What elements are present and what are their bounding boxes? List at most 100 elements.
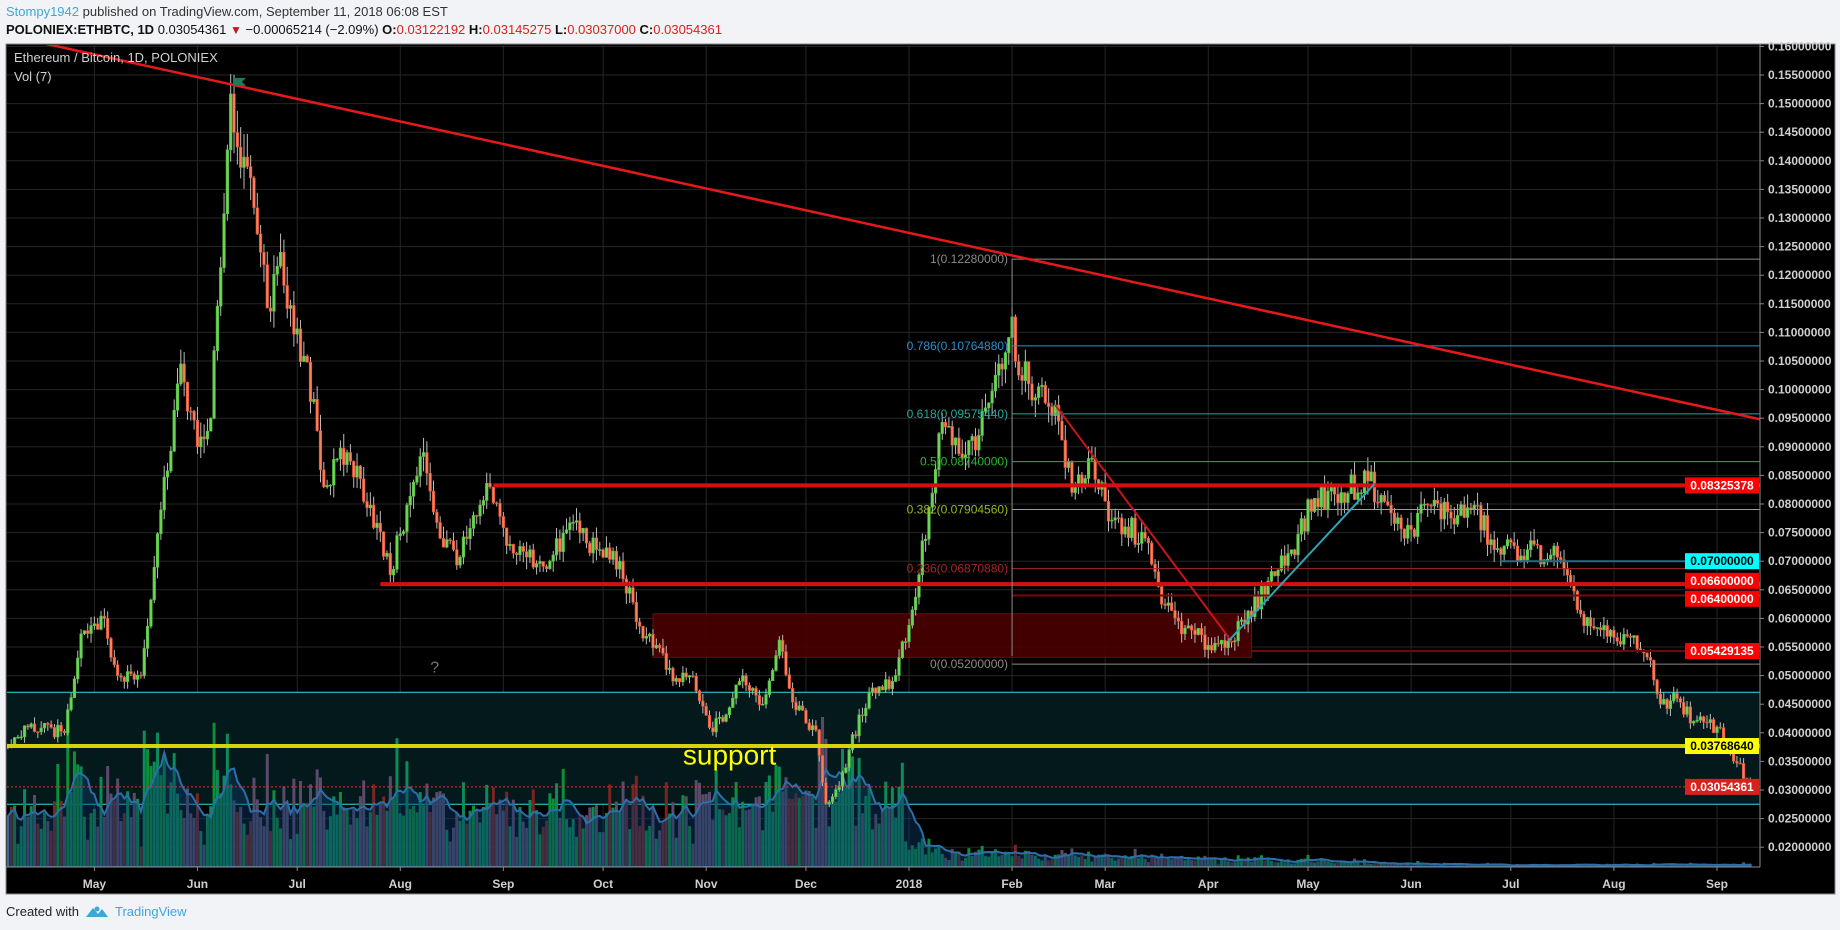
candle-up [834,789,838,797]
price-tick-label: 0.15500000 [1768,68,1832,82]
candle-down [1336,493,1340,504]
candle-up [355,465,359,478]
volume-bar [1389,862,1393,867]
high-label: H: [468,22,483,37]
volume-bar [1499,864,1503,867]
volume-bar [46,821,50,867]
plot-area[interactable]: 1(0.12280000) 0.786(0.10764880) 0.618(0.09… [0,35,1760,867]
candle-down [1592,625,1596,629]
candle-up [392,569,396,576]
candle-down [754,688,758,696]
price-tick-label: 0.11000000 [1768,325,1831,339]
volume-bar [1382,863,1386,867]
candle-up [840,772,845,787]
candle-up [1466,507,1470,518]
volume-bar [162,754,166,867]
volume-bar [415,812,419,867]
candle-up [92,623,96,626]
volume-bar [412,805,416,867]
price-axis[interactable]: 0.16000000 0.15500000 0.15000000 0.14500000… [1760,39,1832,854]
volume-bar [983,856,987,867]
candle-up [967,440,971,456]
candle-up [674,678,678,682]
candle-down [1615,637,1619,642]
candle-up [1076,474,1081,485]
candle-up [152,566,156,601]
time-tick-label: 2018 [896,877,923,891]
candle-down [757,695,761,705]
volume-bar [205,813,209,867]
volume-bar [904,841,908,867]
candle-down [182,363,186,383]
candle-down [26,725,30,728]
candle-down [1382,495,1387,502]
candle-up [312,399,316,402]
volume-bar [1077,856,1081,867]
volume-bar [731,797,735,867]
volume-bar [505,791,509,867]
candle-down [1017,361,1021,376]
author-link[interactable]: Stompy1942 [6,4,79,19]
volume-bar [1070,848,1074,867]
candle-up [561,532,565,552]
candle-up [415,475,419,483]
volume-bar [811,795,815,867]
volume-bar [1053,854,1057,867]
candle-up [1632,635,1636,638]
volume-bar [1000,854,1004,867]
tradingview-link[interactable]: TradingView [114,904,187,919]
price-tick-label: 0.13000000 [1768,211,1832,225]
volume-bar [804,790,808,867]
price-tick-label: 0.02500000 [1768,812,1832,826]
volume-bar [352,809,356,867]
price-tick-label: 0.06000000 [1768,611,1832,625]
candle-up [1007,337,1011,354]
volume-bar [1090,861,1094,867]
candle-down [701,700,705,707]
volume-bar [1366,863,1370,867]
volume-bar [668,813,672,867]
volume-bar [1186,858,1190,867]
candle-down [943,421,948,428]
volume-bar [1047,860,1051,867]
candle-up [574,520,579,523]
time-tick-label: Apr [1198,877,1219,891]
candle-up [225,149,229,215]
candle-up [205,430,210,440]
volume-bar [1003,851,1007,867]
time-tick-label: Feb [1001,877,1022,891]
candle-up [714,718,718,733]
candle-up [1549,554,1553,560]
candle-down [558,538,562,552]
volume-bar [797,797,801,867]
volume-bar [76,764,80,867]
candle-down [428,472,432,492]
volume-bar [282,786,286,867]
volume-bar [1392,863,1396,867]
volume-bar [235,811,239,867]
candle-up [628,587,632,594]
volume-bar [781,791,785,867]
candle-up [618,560,622,570]
candle-down [1436,499,1440,504]
time-axis[interactable]: May Jun Jul Aug Sep Oct Nov Dec 2018 Feb Mar Apr May… [83,867,1728,891]
candle-down [1376,501,1380,504]
candle-down [1209,644,1214,651]
volume-bar [774,764,778,867]
candle-down [245,156,249,167]
volume-bar [1732,864,1736,867]
volume-bar [422,805,426,867]
candle-down [1080,474,1084,485]
volume-bar [43,812,46,867]
volume-bar [791,798,795,867]
candle-down [957,437,961,455]
price-tick-label: 0.14500000 [1768,125,1832,139]
candle-down [192,410,196,421]
candle-up [598,549,602,551]
candle-up [810,725,815,731]
volume-bar [1629,864,1633,867]
price-level-label: 0.05429135 [1690,644,1754,658]
candle-up [1359,492,1363,495]
volume-bar [784,777,788,867]
